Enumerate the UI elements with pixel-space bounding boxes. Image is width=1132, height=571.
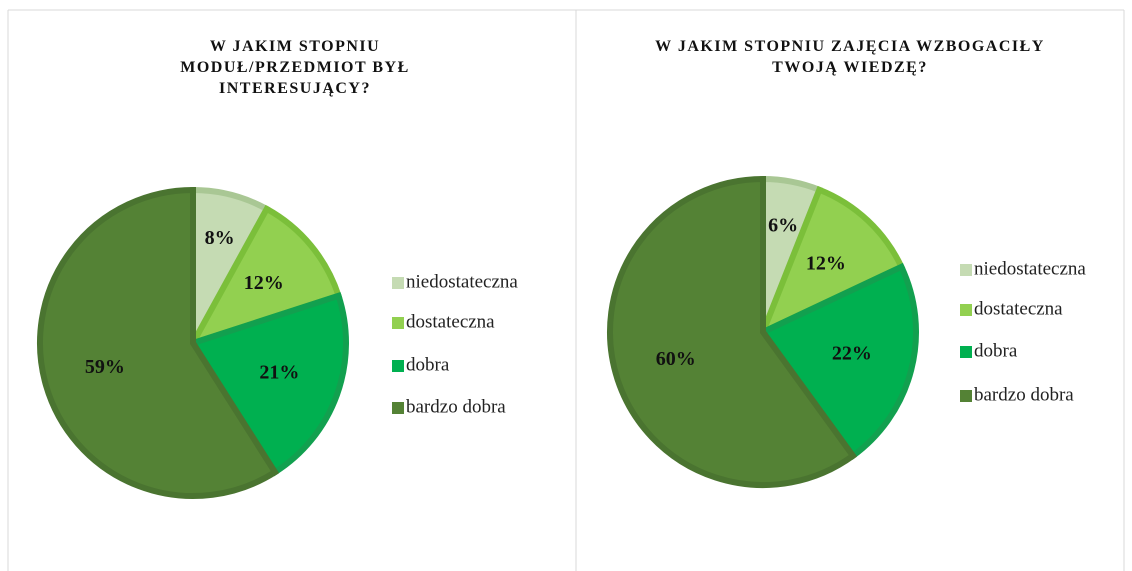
data-label: 6% xyxy=(768,214,798,236)
legend-swatch xyxy=(392,360,404,372)
legend-swatch xyxy=(960,304,972,316)
legend-swatch xyxy=(960,390,972,402)
chart-title: W JAKIM STOPNIU ZAJĘCIA WZBOGACIŁY TWOJĄ… xyxy=(655,38,1045,76)
legend-label: bardzo dobra xyxy=(974,384,1074,405)
legend-swatch xyxy=(392,317,404,329)
pie-slice xyxy=(757,185,906,338)
pie-slice xyxy=(607,175,858,488)
legend-label: bardzo dobra xyxy=(406,396,506,417)
data-label: 21% xyxy=(259,362,299,384)
pie-slice xyxy=(758,262,919,460)
data-label: 60% xyxy=(656,348,696,370)
data-label: 12% xyxy=(806,253,846,275)
data-label: 8% xyxy=(205,227,235,249)
legend-swatch xyxy=(392,402,404,414)
pie-slice xyxy=(37,186,280,499)
legend-swatch xyxy=(960,346,972,358)
legend-swatch xyxy=(392,277,404,289)
pie-slice xyxy=(188,291,349,477)
data-label: 59% xyxy=(85,356,125,378)
chart-title: W JAKIM STOPNIU MODUŁ/PRZEDMIOT BYŁ INTE… xyxy=(180,38,410,97)
legend-swatch xyxy=(960,264,972,276)
legend-label: dostateczna xyxy=(974,298,1063,319)
data-label: 22% xyxy=(832,342,872,364)
legend-label: dostateczna xyxy=(406,311,495,332)
legend-label: niedostateczna xyxy=(974,258,1086,279)
pie-slice xyxy=(186,204,343,349)
legend-label: dobra xyxy=(974,340,1018,361)
data-label: 12% xyxy=(244,272,284,294)
legend-label: dobra xyxy=(406,354,450,375)
legend-label: niedostateczna xyxy=(406,271,518,292)
